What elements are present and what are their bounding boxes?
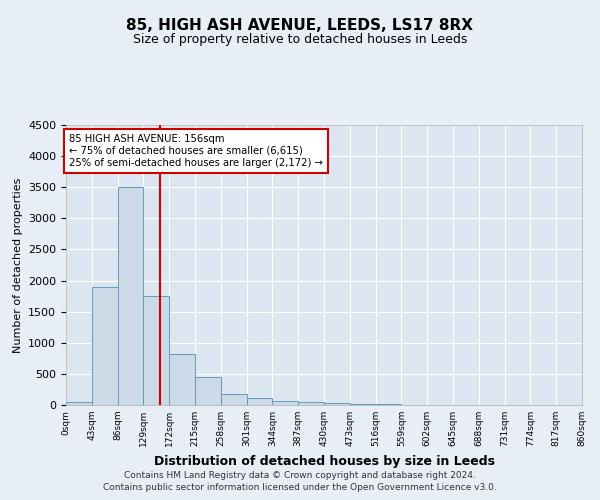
- Bar: [221, 394, 247, 405]
- Text: Contains HM Land Registry data © Crown copyright and database right 2024.: Contains HM Land Registry data © Crown c…: [124, 470, 476, 480]
- Bar: [272, 400, 298, 405]
- Bar: [92, 287, 118, 405]
- Y-axis label: Number of detached properties: Number of detached properties: [13, 178, 23, 352]
- Text: Contains public sector information licensed under the Open Government Licence v3: Contains public sector information licen…: [103, 483, 497, 492]
- Bar: [66, 402, 92, 405]
- Text: Size of property relative to detached houses in Leeds: Size of property relative to detached ho…: [133, 32, 467, 46]
- Bar: [350, 404, 376, 405]
- Bar: [298, 402, 324, 405]
- Bar: [247, 398, 272, 405]
- Bar: [324, 403, 350, 405]
- Text: 85 HIGH ASH AVENUE: 156sqm
← 75% of detached houses are smaller (6,615)
25% of s: 85 HIGH ASH AVENUE: 156sqm ← 75% of deta…: [69, 134, 323, 168]
- Bar: [118, 187, 143, 405]
- Text: 85, HIGH ASH AVENUE, LEEDS, LS17 8RX: 85, HIGH ASH AVENUE, LEEDS, LS17 8RX: [127, 18, 473, 32]
- Bar: [169, 354, 195, 405]
- X-axis label: Distribution of detached houses by size in Leeds: Distribution of detached houses by size …: [154, 454, 494, 468]
- Bar: [195, 377, 221, 405]
- Bar: [143, 296, 169, 405]
- Bar: [376, 404, 401, 405]
